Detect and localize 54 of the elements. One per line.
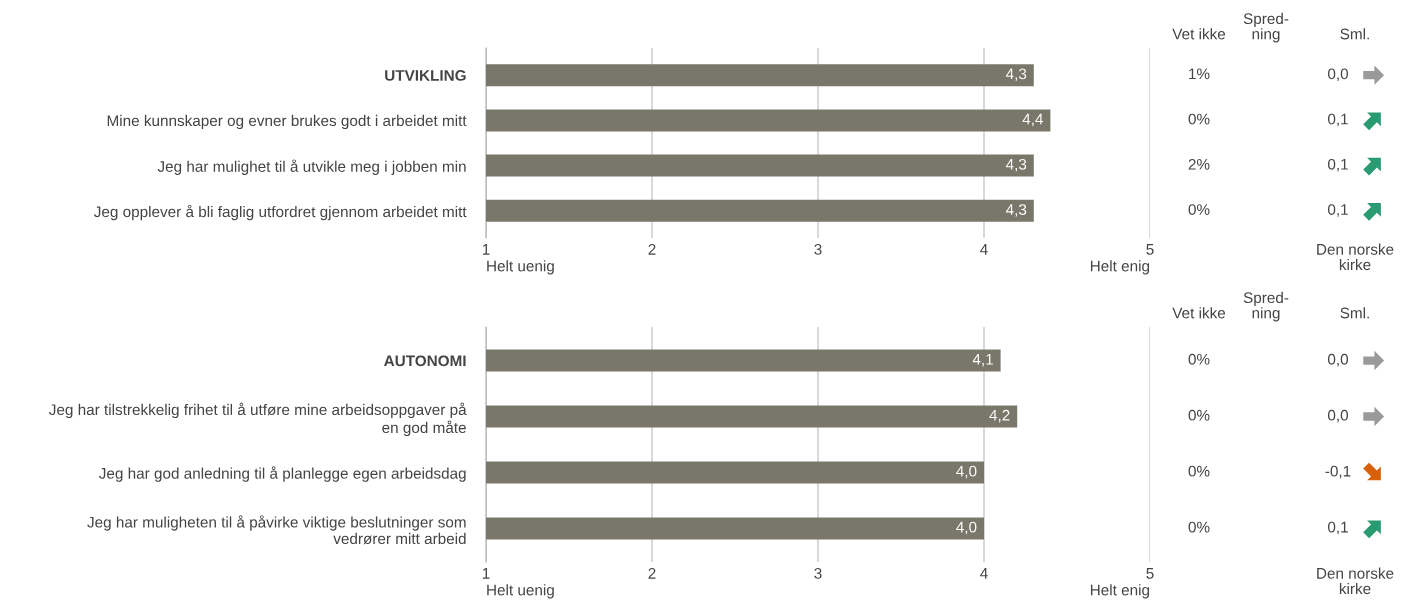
- data-label: 4,4: [1022, 113, 1044, 127]
- text: 0,0: [1327, 353, 1349, 367]
- text: 0,1: [1327, 204, 1348, 217]
- text: Vet ikke: [1172, 28, 1226, 40]
- x-tick-label: 1: [482, 244, 490, 255]
- text: Helt uenig: [487, 260, 554, 275]
- y-tick-label: Jeg har god anledning til å planlegge egen arbeidsdag: [99, 466, 466, 482]
- y-tick-label: Jeg har muligheten til å påvirke viktige beslutninger som vedrører mitt arbeid: [87, 515, 466, 545]
- text: 0%: [1188, 204, 1210, 215]
- x-tick-label: 5: [1146, 568, 1154, 579]
- x-tick-label: 5: [1146, 244, 1154, 255]
- data-label: 4,0: [956, 465, 977, 479]
- text: 0,0: [1327, 409, 1349, 423]
- text: Den norske kirke: [1317, 243, 1394, 271]
- text: 0%: [1188, 113, 1210, 125]
- text: 1%: [1189, 68, 1210, 80]
- y-tick-label: Jeg opplever å bli faglig utfordret gjennom arbeidet mitt: [94, 204, 467, 221]
- text: Vet ikke: [1172, 307, 1226, 319]
- text: 0,1: [1327, 113, 1348, 127]
- text: Spred- ning: [1243, 291, 1289, 322]
- data-label: 4,1: [972, 354, 993, 367]
- text: 0,1: [1327, 158, 1348, 172]
- y-tick-label: Jeg har mulighet til å utvikle meg i jobben min: [157, 159, 466, 175]
- data-label: 4,2: [989, 409, 1010, 423]
- y-tick-label: Jeg har tilstrekkelig frihet til å utføre mine arbeidsoppgaver på en god måte: [49, 402, 467, 437]
- y-tick-label: Mine kunnskaper og evner brukes godt i arbeidet mitt: [107, 114, 467, 130]
- x-tick-label: 1: [482, 568, 490, 579]
- x-tick-label: 2: [648, 567, 656, 579]
- y-tick-label: UTVIKLING: [385, 70, 466, 81]
- x-tick-label: 2: [648, 243, 656, 255]
- text: -0,1: [1325, 465, 1351, 479]
- text: Spred- ning: [1243, 12, 1289, 43]
- x-tick-label: 4: [980, 568, 988, 579]
- y-tick-label: AUTONOMI: [384, 355, 466, 367]
- text: 0%: [1188, 409, 1210, 421]
- text: Sml.: [1340, 307, 1369, 319]
- text: Helt enig: [1090, 584, 1150, 599]
- x-tick-label: 3: [814, 243, 822, 255]
- text: 0%: [1188, 521, 1210, 533]
- text: Sml.: [1340, 28, 1369, 40]
- data-label: 4,0: [956, 521, 977, 535]
- text: Helt uenig: [487, 584, 554, 599]
- data-label: 4,3: [1005, 68, 1027, 82]
- text: 0,0: [1327, 68, 1349, 82]
- data-label: 4,3: [1005, 158, 1027, 172]
- text: 0%: [1188, 353, 1210, 365]
- data-label: 4,3: [1005, 204, 1027, 217]
- text: 0%: [1188, 465, 1210, 477]
- text: 0,1: [1327, 521, 1348, 535]
- text: 2%: [1188, 158, 1210, 170]
- x-tick-label: 3: [814, 567, 822, 579]
- x-tick-label: 4: [980, 244, 988, 255]
- text: Den norske kirke: [1317, 567, 1394, 595]
- text: Helt enig: [1090, 260, 1150, 275]
